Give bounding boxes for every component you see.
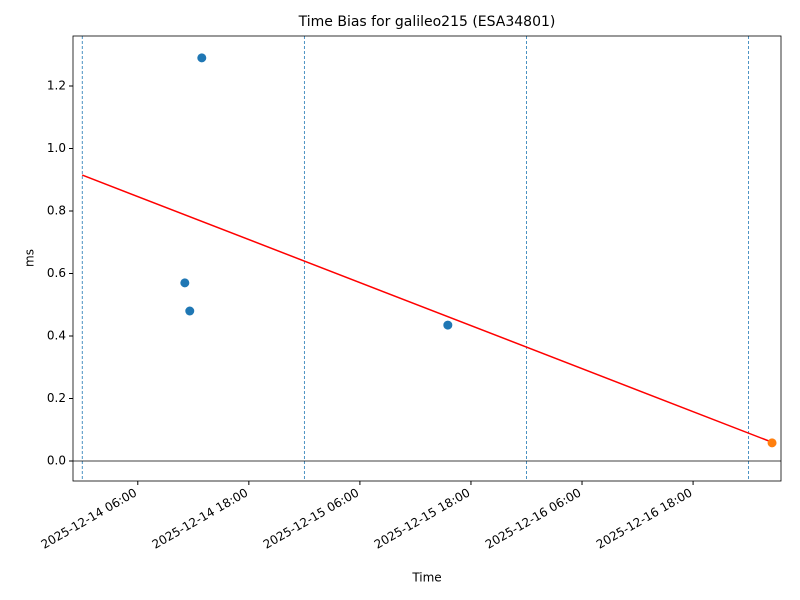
- y-axis-label: ms: [23, 249, 37, 267]
- plot-frame: [72, 35, 782, 482]
- y-tick-label: 0.8: [47, 204, 66, 218]
- x-tick-label: 2025-12-16 18:00: [594, 485, 695, 551]
- x-tick-label: 2025-12-15 06:00: [261, 485, 362, 551]
- x-tick-label: 2025-12-14 18:00: [150, 485, 251, 551]
- y-tick-label: 0.2: [47, 391, 66, 405]
- point: [767, 438, 777, 448]
- x-tick-label: 2025-12-14 06:00: [39, 485, 140, 551]
- y-tick-label: 1.2: [47, 79, 66, 93]
- x-tick-label: 2025-12-15 18:00: [372, 485, 473, 551]
- point: [443, 320, 453, 330]
- x-tick-label: 2025-12-16 06:00: [483, 485, 584, 551]
- y-tick-label: 0.0: [47, 454, 66, 468]
- trend-line: [81, 174, 773, 443]
- x-axis-label: Time: [411, 571, 441, 585]
- point: [185, 306, 195, 316]
- y-tick-label: 0.6: [47, 266, 66, 280]
- y-tick-label: 1.0: [47, 141, 66, 155]
- y-tick-label: 0.4: [47, 329, 66, 343]
- chart-title: Time Bias for galileo215 (ESA34801): [298, 14, 556, 30]
- point: [180, 278, 190, 288]
- point: [197, 53, 207, 63]
